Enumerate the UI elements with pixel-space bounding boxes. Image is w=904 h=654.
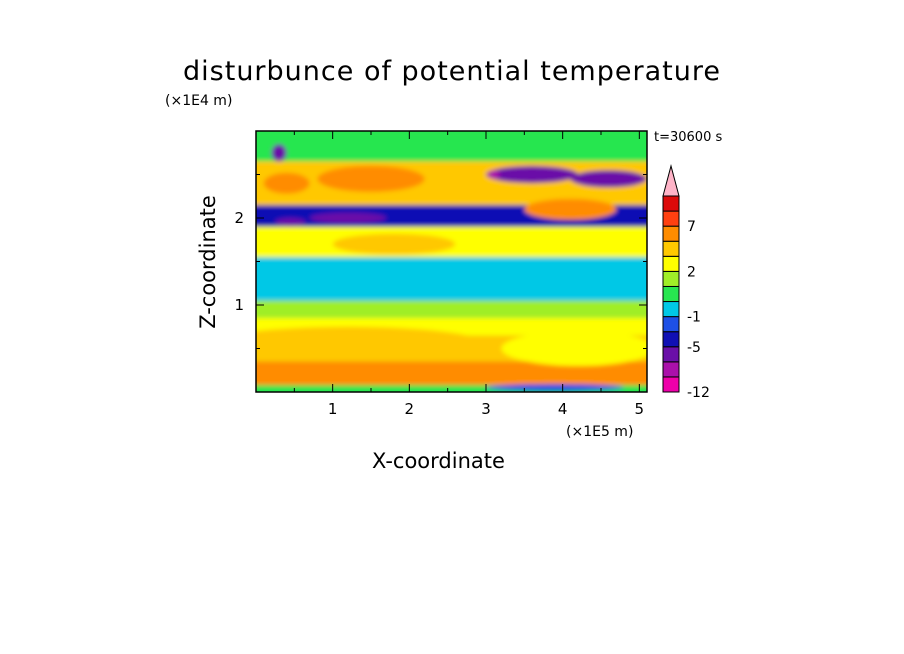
x-tick-label: 4 — [558, 400, 568, 418]
field-blob-13 — [486, 384, 624, 392]
colorbar-cell — [662, 331, 680, 348]
field-blob-12 — [332, 233, 456, 255]
colorbar-label: -5 — [687, 340, 701, 356]
field-band-5 — [256, 257, 647, 301]
colorbar-cell — [662, 240, 680, 257]
x-tick-label: 1 — [328, 400, 338, 418]
colorbar-cell — [662, 361, 680, 378]
colorbar-cell — [662, 316, 680, 333]
field-blob-2 — [501, 331, 647, 366]
colorbar-cell — [662, 210, 680, 227]
field-blob-4 — [570, 170, 647, 188]
x-tick-label: 5 — [635, 400, 645, 418]
y-tick-label: 1 — [234, 296, 244, 314]
x-tick-label: 2 — [405, 400, 415, 418]
field-band-9 — [256, 131, 647, 162]
colorbar-extend-arrow — [662, 164, 680, 197]
field-band-0 — [256, 385, 647, 392]
colorbar: -12-5-127 — [662, 164, 710, 401]
colorbar-label: -12 — [687, 385, 710, 401]
time-label: t=30600 s — [654, 130, 723, 145]
y-scale-label: (×1E4 m) — [165, 93, 233, 109]
field-blob-6 — [309, 212, 387, 224]
colorbar-label: 7 — [687, 219, 696, 235]
colorbar-cell — [662, 255, 680, 272]
chart-title: disturbunce of potential temperature — [183, 56, 721, 87]
field-blob-1 — [256, 326, 486, 362]
x-axis-label: X-coordinate — [372, 449, 505, 473]
colorbar-cell — [662, 376, 680, 393]
field-blob-3 — [486, 165, 578, 184]
colorbar-cell — [662, 270, 680, 287]
x-tick-label: 3 — [481, 400, 491, 418]
field-blob-11 — [263, 172, 310, 194]
colorbar-label: 2 — [687, 264, 696, 280]
y-tick-label: 2 — [234, 209, 244, 227]
colorbar-cell — [662, 301, 680, 318]
field-blob-9 — [317, 165, 425, 192]
x-scale-label: (×1E5 m) — [566, 424, 634, 440]
colorbar-label: -1 — [687, 310, 701, 326]
field-band-4 — [256, 300, 647, 319]
colorbar-cell — [662, 346, 680, 363]
field-blob-0 — [294, 364, 463, 386]
field-blob-5 — [487, 170, 500, 179]
axes-frame: 1 2 3 4 5 1 2 — [234, 130, 648, 418]
field-blob-8 — [271, 144, 287, 162]
field-blob-7 — [275, 218, 306, 227]
colorbar-cell — [662, 225, 680, 242]
field-blob-10 — [524, 198, 617, 220]
plot-area — [256, 131, 647, 392]
colorbar-cell — [662, 285, 680, 303]
colorbar-cell — [662, 195, 680, 212]
